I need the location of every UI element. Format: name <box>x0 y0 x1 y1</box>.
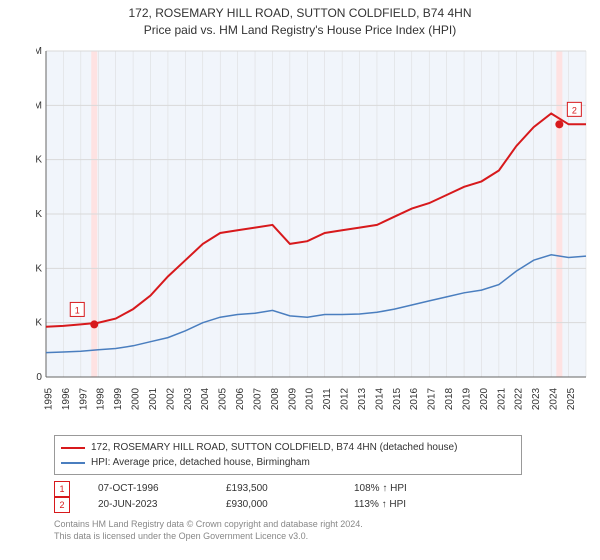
x-tick-label: 2010 <box>305 387 316 410</box>
x-tick-label: 1999 <box>113 387 124 410</box>
x-tick-label: 2016 <box>409 387 420 410</box>
x-tick-label: 2013 <box>357 387 368 410</box>
marker-delta: 108% ↑ HPI <box>354 481 454 497</box>
marker-price: £930,000 <box>226 497 326 513</box>
x-tick-label: 1994 <box>36 387 37 410</box>
legend-label: 172, ROSEMARY HILL ROAD, SUTTON COLDFIEL… <box>91 442 457 453</box>
x-tick-label: 2005 <box>218 387 229 410</box>
marker-date: 07-OCT-1996 <box>98 481 198 497</box>
x-tick-label: 2002 <box>165 387 176 410</box>
marker-table: 1 07-OCT-1996 £193,500 108% ↑ HPI 2 20-JUN-20… <box>54 481 580 513</box>
legend-swatch <box>61 462 85 464</box>
marker-point <box>90 320 98 328</box>
marker-table-row: 1 07-OCT-1996 £193,500 108% ↑ HPI <box>54 481 580 497</box>
x-tick-label: 2012 <box>340 387 351 410</box>
x-tick-label: 2014 <box>374 387 385 410</box>
x-tick-label: 2007 <box>252 387 263 410</box>
page-title-line2: Price paid vs. HM Land Registry's House … <box>10 23 590 37</box>
legend-row: HPI: Average price, detached house, Birm… <box>61 455 515 470</box>
legend: 172, ROSEMARY HILL ROAD, SUTTON COLDFIEL… <box>54 435 522 475</box>
legend-swatch <box>61 447 85 449</box>
x-tick-label: 2008 <box>270 387 281 410</box>
y-tick-label: £600K <box>36 209 42 220</box>
x-tick-label: 2024 <box>549 387 560 410</box>
x-tick-label: 1997 <box>78 387 89 410</box>
x-tick-label: 2022 <box>514 387 525 410</box>
x-tick-label: 1998 <box>96 387 107 410</box>
marker-index-box: 1 <box>54 481 70 497</box>
price-chart: £0 £200K £400K £600K £800K £1M £1.2M 1994 1995 19… <box>36 45 596 425</box>
x-tick-label: 2011 <box>322 388 333 410</box>
x-tick-label: 2023 <box>531 387 542 410</box>
x-tick-label: 2015 <box>392 387 403 410</box>
marker-label: 1 <box>75 305 80 315</box>
y-tick-label: £200K <box>36 318 42 329</box>
x-tick-label: 2004 <box>200 387 211 410</box>
x-tick-label: 2020 <box>479 387 490 410</box>
x-tick-label: 2009 <box>287 387 298 410</box>
legend-label: HPI: Average price, detached house, Birm… <box>91 457 310 468</box>
y-tick-label: £1M <box>36 100 42 111</box>
marker-delta: 113% ↑ HPI <box>354 497 454 513</box>
x-tick-label: 1995 <box>43 387 54 410</box>
marker-label: 2 <box>572 105 577 115</box>
x-tick-label: 2017 <box>427 387 438 410</box>
marker-price: £193,500 <box>226 481 326 497</box>
x-tick-label: 2021 <box>496 387 507 410</box>
x-tick-label: 2019 <box>461 387 472 410</box>
y-tick-label: £0 <box>36 372 42 383</box>
x-tick-label: 2001 <box>148 387 159 410</box>
marker-date: 20-JUN-2023 <box>98 497 198 513</box>
y-tick-label: £400K <box>36 263 42 274</box>
footnote-line2: This data is licensed under the Open Gov… <box>54 531 580 543</box>
legend-row: 172, ROSEMARY HILL ROAD, SUTTON COLDFIEL… <box>61 440 515 455</box>
y-tick-label: £800K <box>36 155 42 166</box>
footnote: Contains HM Land Registry data © Crown c… <box>54 519 580 542</box>
x-tick-label: 1996 <box>61 387 72 410</box>
x-tick-label: 2006 <box>235 387 246 410</box>
marker-index-box: 2 <box>54 497 70 513</box>
page-title-line1: 172, ROSEMARY HILL ROAD, SUTTON COLDFIEL… <box>10 6 590 20</box>
x-tick-label: 2000 <box>131 387 142 410</box>
x-tick-label: 2018 <box>444 387 455 410</box>
x-tick-label: 2003 <box>183 387 194 410</box>
y-tick-label: £1.2M <box>36 46 42 57</box>
footnote-line1: Contains HM Land Registry data © Crown c… <box>54 519 580 531</box>
marker-point <box>555 120 563 128</box>
marker-table-row: 2 20-JUN-2023 £930,000 113% ↑ HPI <box>54 497 580 513</box>
x-tick-label: 2025 <box>566 387 577 410</box>
